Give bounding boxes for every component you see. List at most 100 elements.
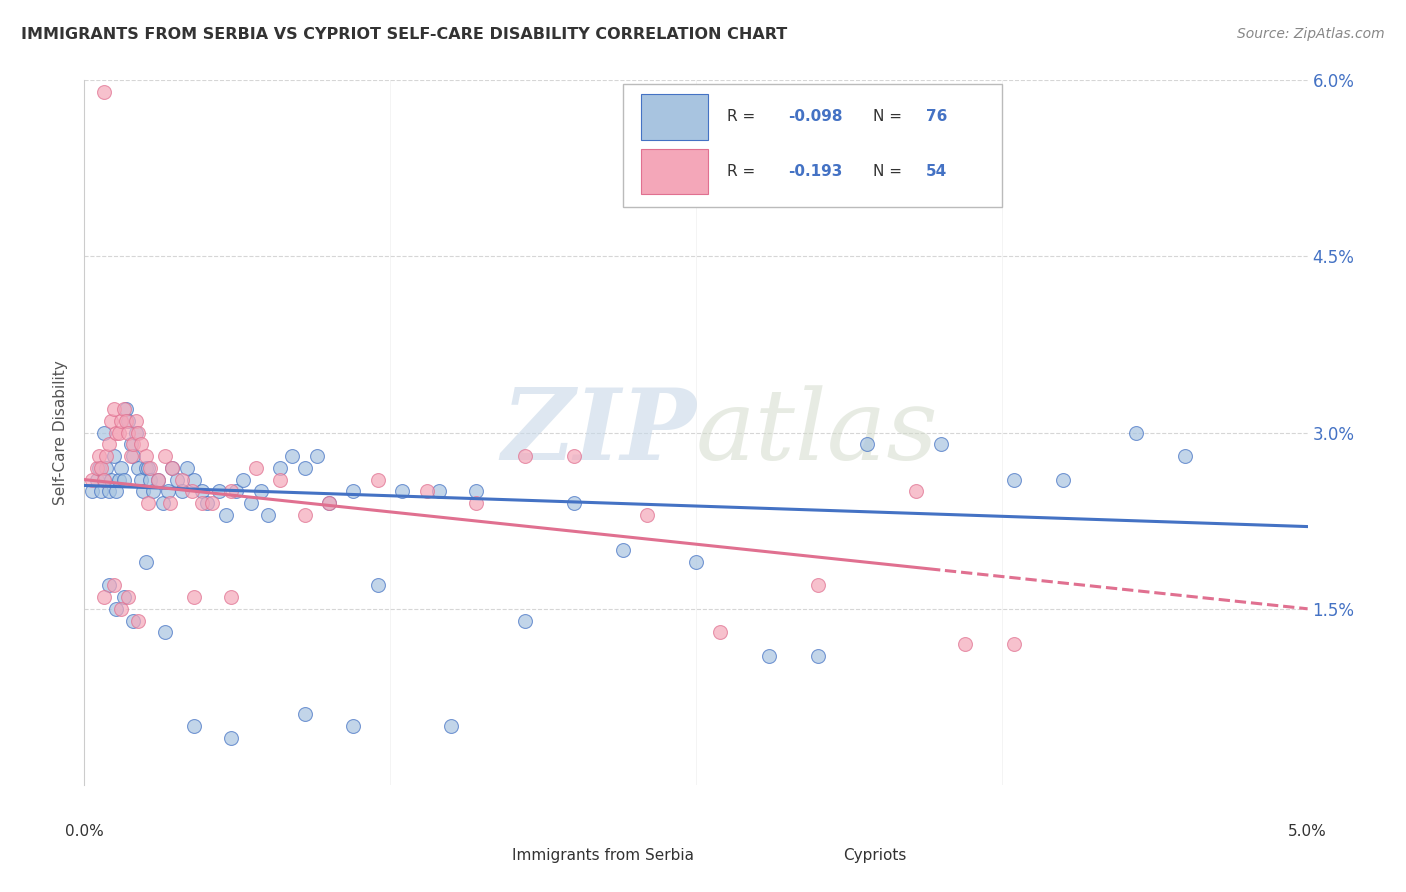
Point bbox=[139, 473, 162, 487]
Point bbox=[162, 460, 184, 475]
Text: Cypriots: Cypriots bbox=[842, 848, 905, 863]
Point bbox=[122, 614, 145, 628]
Point bbox=[129, 437, 152, 451]
Point bbox=[90, 484, 112, 499]
Point bbox=[103, 578, 125, 592]
Point bbox=[142, 484, 165, 499]
Point bbox=[112, 590, 135, 604]
Point bbox=[294, 707, 316, 722]
Text: R =: R = bbox=[727, 164, 765, 179]
Point bbox=[464, 484, 486, 499]
Point bbox=[807, 578, 830, 592]
Point bbox=[132, 484, 155, 499]
Point bbox=[367, 578, 389, 592]
Point bbox=[146, 473, 169, 487]
Point bbox=[249, 484, 271, 499]
Point bbox=[100, 414, 122, 428]
Point bbox=[191, 496, 214, 510]
Point bbox=[709, 625, 731, 640]
Point bbox=[105, 425, 128, 440]
Point bbox=[146, 473, 169, 487]
Point bbox=[953, 637, 976, 651]
Point bbox=[1052, 473, 1074, 487]
Point bbox=[172, 473, 194, 487]
Point bbox=[269, 473, 291, 487]
Point bbox=[239, 496, 262, 510]
Point bbox=[562, 449, 585, 463]
Point bbox=[807, 648, 830, 663]
Point bbox=[225, 484, 247, 499]
Point bbox=[183, 719, 205, 733]
Point bbox=[127, 460, 149, 475]
FancyBboxPatch shape bbox=[451, 838, 501, 873]
Point bbox=[152, 496, 174, 510]
FancyBboxPatch shape bbox=[641, 95, 709, 140]
Point bbox=[219, 484, 242, 499]
Point bbox=[135, 460, 157, 475]
Point bbox=[87, 460, 110, 475]
Text: Source: ZipAtlas.com: Source: ZipAtlas.com bbox=[1237, 27, 1385, 41]
Point bbox=[135, 449, 157, 463]
Point bbox=[464, 496, 486, 510]
Point bbox=[117, 590, 139, 604]
Point bbox=[93, 473, 115, 487]
Point bbox=[1002, 473, 1025, 487]
Point bbox=[172, 484, 194, 499]
Point bbox=[97, 578, 120, 592]
Point bbox=[117, 414, 139, 428]
Point bbox=[139, 460, 162, 475]
Point bbox=[318, 496, 340, 510]
Point bbox=[117, 425, 139, 440]
Point bbox=[318, 496, 340, 510]
Point bbox=[127, 614, 149, 628]
Point bbox=[135, 555, 157, 569]
Point bbox=[110, 460, 132, 475]
Point bbox=[80, 473, 103, 487]
Point bbox=[112, 473, 135, 487]
Point bbox=[129, 473, 152, 487]
Point bbox=[110, 414, 132, 428]
Point bbox=[97, 437, 120, 451]
FancyBboxPatch shape bbox=[641, 149, 709, 194]
Point bbox=[162, 460, 184, 475]
Point bbox=[181, 484, 204, 499]
Point bbox=[612, 543, 634, 558]
Point bbox=[90, 460, 112, 475]
Point bbox=[219, 731, 242, 745]
Point bbox=[112, 402, 135, 417]
Point bbox=[120, 449, 142, 463]
Point bbox=[342, 484, 364, 499]
Point bbox=[281, 449, 304, 463]
Text: ZIP: ZIP bbox=[501, 384, 696, 481]
Point bbox=[1125, 425, 1147, 440]
Point bbox=[257, 508, 280, 522]
Text: -0.098: -0.098 bbox=[787, 110, 842, 124]
Point bbox=[269, 460, 291, 475]
Point bbox=[93, 85, 115, 99]
Point bbox=[195, 496, 218, 510]
Point bbox=[120, 437, 142, 451]
Point bbox=[96, 460, 118, 475]
FancyBboxPatch shape bbox=[782, 838, 831, 873]
Point bbox=[153, 625, 176, 640]
Text: 76: 76 bbox=[927, 110, 948, 124]
Point bbox=[125, 414, 148, 428]
Point bbox=[115, 402, 138, 417]
Point bbox=[856, 437, 879, 451]
Text: 0.0%: 0.0% bbox=[65, 823, 104, 838]
Point bbox=[215, 508, 238, 522]
Point bbox=[200, 496, 222, 510]
Point bbox=[93, 590, 115, 604]
Point bbox=[136, 496, 159, 510]
Point bbox=[391, 484, 413, 499]
Point bbox=[1002, 637, 1025, 651]
Point bbox=[97, 484, 120, 499]
Point bbox=[1174, 449, 1197, 463]
Point bbox=[905, 484, 928, 499]
Point bbox=[758, 648, 780, 663]
Point bbox=[219, 590, 242, 604]
Point bbox=[107, 425, 129, 440]
Text: N =: N = bbox=[873, 164, 907, 179]
Point bbox=[86, 473, 108, 487]
Text: R =: R = bbox=[727, 110, 759, 124]
